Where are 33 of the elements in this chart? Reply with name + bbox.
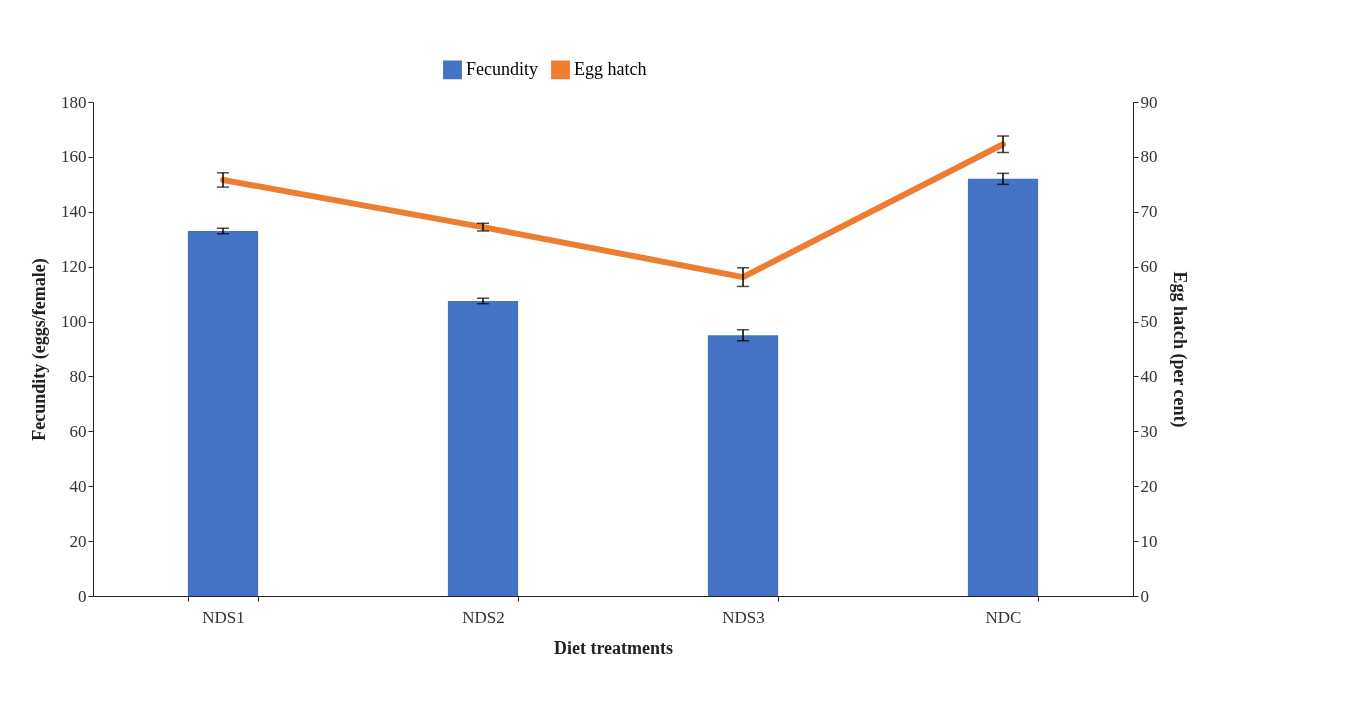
y2-tick-label: 10 (1140, 531, 1158, 551)
y2-tick-label: 90 (1140, 92, 1158, 112)
y2-axis-title: Egg hatch (per cent) (1168, 271, 1190, 428)
y-tick-label: 20 (69, 531, 87, 551)
legend-label: Egg hatch (574, 58, 647, 79)
y2-tick-label: 20 (1140, 476, 1158, 496)
y2-tick-label: 80 (1140, 147, 1158, 167)
x-tick-label: NDS1 (202, 607, 245, 627)
bar (187, 230, 259, 596)
x-tick-label: NDS2 (462, 607, 505, 627)
y-tick-label: 140 (61, 202, 87, 222)
y-tick-label: 180 (61, 92, 87, 112)
y2-tick-label: 50 (1140, 312, 1158, 332)
y-tick-label: 0 (78, 586, 87, 606)
legend-label: Fecundity (466, 58, 538, 79)
y-tick-label: 100 (61, 312, 87, 332)
y-tick-label: 60 (69, 421, 87, 441)
y2-tick-label: 30 (1140, 421, 1158, 441)
x-tick-label: NDC (985, 607, 1022, 627)
y2-tick-label: 70 (1140, 202, 1158, 222)
y-tick-label: 40 (69, 476, 87, 496)
x-axis-title: Diet treatments (553, 637, 674, 658)
y-tick-label: 120 (61, 257, 87, 277)
bar (967, 178, 1039, 596)
y-axis-title: Fecundity (eggs/female) (29, 258, 50, 441)
y2-tick-label: 0 (1140, 586, 1149, 606)
bar (707, 335, 779, 596)
y2-tick-label: 40 (1140, 366, 1158, 386)
x-tick-label: NDS3 (722, 607, 765, 627)
y2-tick-label: 60 (1140, 257, 1158, 277)
bar (447, 300, 519, 596)
y-tick-label: 80 (69, 366, 87, 386)
y-tick-label: 160 (61, 147, 87, 167)
